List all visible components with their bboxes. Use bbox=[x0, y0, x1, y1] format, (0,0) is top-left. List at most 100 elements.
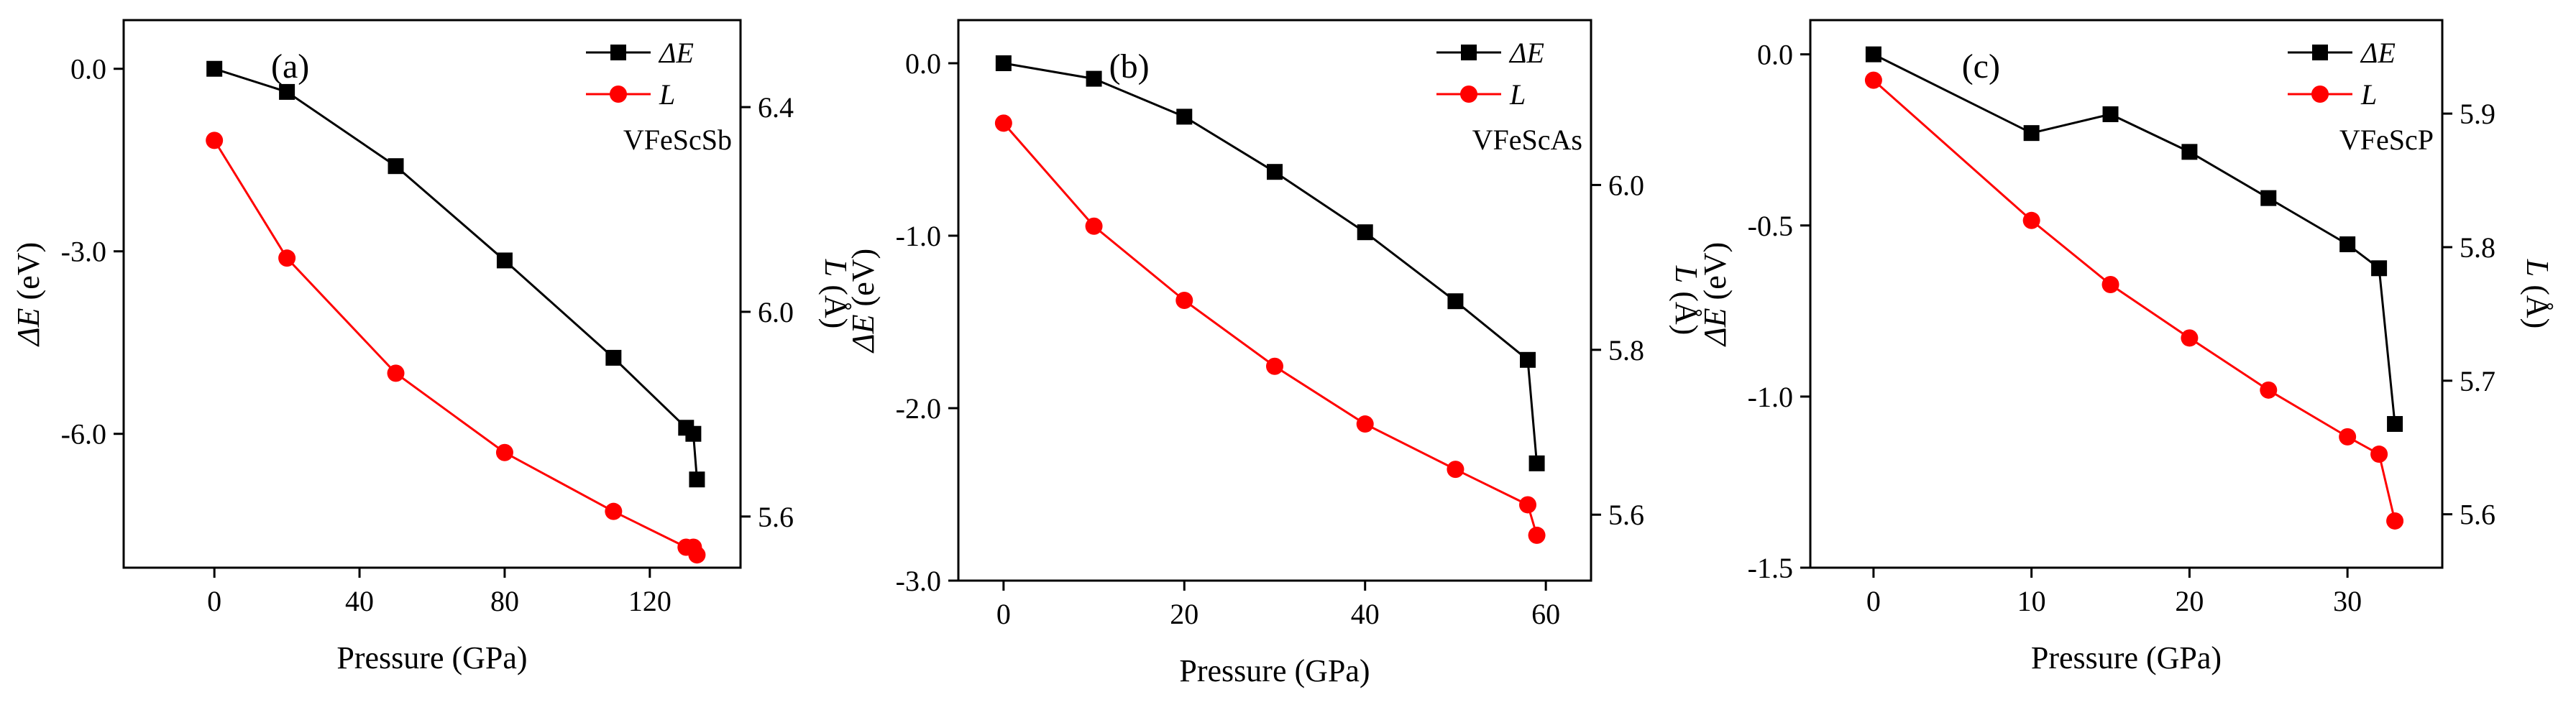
data-point-deltaE bbox=[1267, 164, 1283, 180]
y-left-tick-label: -3.0 bbox=[896, 565, 941, 597]
y-left-axis-title: ΔE (eV) bbox=[11, 242, 46, 347]
y-left-tick-label: -2.0 bbox=[896, 392, 941, 425]
legend-marker-circle bbox=[2311, 86, 2329, 103]
legend-marker-square bbox=[610, 45, 626, 60]
data-point-L bbox=[2022, 211, 2040, 229]
legend-marker-square bbox=[2312, 45, 2328, 60]
y-right-tick-label: 5.9 bbox=[2460, 98, 2495, 130]
legend-marker-circle bbox=[1460, 86, 1477, 103]
data-point-L bbox=[1266, 357, 1283, 375]
x-tick-label: 40 bbox=[345, 585, 374, 617]
legend-label: ΔE bbox=[1508, 37, 1544, 69]
data-point-deltaE bbox=[2023, 125, 2040, 142]
data-point-deltaE bbox=[1447, 293, 1464, 310]
series-line-L bbox=[1872, 79, 2396, 522]
legend-label: L bbox=[659, 78, 675, 111]
data-point-L bbox=[2260, 381, 2278, 399]
y-right-tick-label: 5.6 bbox=[2460, 499, 2495, 531]
y-right-tick-label: 5.6 bbox=[1608, 499, 1644, 531]
data-point-deltaE bbox=[1086, 70, 1102, 87]
sample-label: VFeScP bbox=[2339, 124, 2434, 156]
data-point-deltaE bbox=[279, 83, 295, 100]
series-line-deltaE bbox=[1003, 62, 1539, 463]
x-tick-label: 0 bbox=[996, 598, 1011, 630]
y-right-tick-label: 5.8 bbox=[1608, 334, 1644, 366]
plot-frame bbox=[1809, 19, 2444, 569]
data-point-deltaE bbox=[2260, 190, 2277, 206]
data-point-L bbox=[206, 132, 224, 149]
data-point-L bbox=[1864, 71, 1882, 89]
data-point-L bbox=[1356, 415, 1374, 433]
panel-label: (a) bbox=[271, 47, 309, 86]
x-axis-title: Pressure (GPa) bbox=[2031, 640, 2222, 675]
data-point-L bbox=[2181, 329, 2199, 347]
y-right-tick-label: 5.7 bbox=[2460, 365, 2495, 397]
data-point-L bbox=[605, 502, 623, 520]
data-point-L bbox=[1085, 217, 1103, 235]
x-axis-title: Pressure (GPa) bbox=[336, 640, 527, 675]
panel-3: 0 10 20 30 0.0 -0.5 -1.0 -1.5 5.6 5.7 5.8 5.9 Pressu… bbox=[1697, 19, 2555, 675]
panel-label: (b) bbox=[1109, 47, 1150, 86]
plot-frame bbox=[122, 19, 742, 569]
y-right-tick-label: 5.6 bbox=[758, 501, 794, 533]
panel-2: 0 20 40 60 0.0 -1.0 -2.0 -3.0 5.6 5.8 6.0 Pressure … bbox=[845, 19, 1704, 688]
data-point-L bbox=[1447, 461, 1465, 479]
data-point-L bbox=[1175, 292, 1193, 309]
data-point-deltaE bbox=[1865, 46, 1881, 63]
y-left-axis-title: ΔE (eV) bbox=[845, 249, 881, 354]
x-tick-label: 0 bbox=[1866, 585, 1881, 617]
plot-frame bbox=[957, 19, 1592, 582]
data-point-deltaE bbox=[1520, 351, 1536, 368]
data-point-deltaE bbox=[496, 252, 513, 269]
legend-label: ΔE bbox=[2360, 37, 2396, 69]
data-point-L bbox=[994, 114, 1012, 132]
data-point-L bbox=[2101, 275, 2119, 293]
data-point-L bbox=[2386, 512, 2404, 530]
x-tick-label: 20 bbox=[2175, 585, 2204, 617]
legend-marker-square bbox=[1461, 45, 1477, 60]
x-tick-label: 60 bbox=[1531, 598, 1560, 630]
data-point-deltaE bbox=[995, 55, 1012, 71]
series-line-L bbox=[213, 139, 698, 555]
data-point-L bbox=[1528, 526, 1546, 544]
y-left-tick-label: 0.0 bbox=[70, 53, 106, 86]
data-point-L bbox=[495, 443, 513, 461]
y-left-tick-label: 0.0 bbox=[905, 47, 941, 80]
series-line-L bbox=[1002, 122, 1539, 536]
y-left-tick-label: -1.5 bbox=[1748, 552, 1793, 584]
y-left-tick-label: -3.0 bbox=[61, 236, 106, 268]
data-point-L bbox=[387, 364, 405, 382]
data-point-deltaE bbox=[2102, 106, 2119, 122]
y-left-tick-label: -1.0 bbox=[896, 220, 941, 252]
data-point-deltaE bbox=[2387, 415, 2403, 432]
y-left-tick-label: -6.0 bbox=[61, 418, 106, 451]
y-right-axis-title: L (Å) bbox=[2520, 259, 2555, 329]
x-tick-label: 10 bbox=[2017, 585, 2046, 617]
sample-label: VFeScAs bbox=[1472, 124, 1582, 156]
y-right-tick-label: 5.8 bbox=[2460, 231, 2495, 264]
y-left-axis-title: ΔE (eV) bbox=[1697, 242, 1733, 347]
y-left-tick-label: -1.0 bbox=[1748, 381, 1793, 413]
y-left-tick-label: 0.0 bbox=[1757, 39, 1793, 71]
data-point-deltaE bbox=[1528, 455, 1545, 471]
x-axis-title: Pressure (GPa) bbox=[1179, 653, 1370, 688]
data-point-deltaE bbox=[388, 158, 404, 175]
data-point-deltaE bbox=[2371, 260, 2388, 277]
x-tick-label: 30 bbox=[2333, 585, 2362, 617]
y-left-tick-label: -0.5 bbox=[1748, 210, 1793, 242]
data-point-L bbox=[2370, 446, 2388, 463]
y-right-tick-label: 6.4 bbox=[758, 91, 794, 124]
x-tick-label: 0 bbox=[207, 585, 221, 617]
legend-marker-circle bbox=[610, 86, 627, 103]
data-point-deltaE bbox=[1357, 224, 1373, 241]
data-point-deltaE bbox=[2339, 236, 2356, 252]
data-point-L bbox=[2339, 428, 2357, 446]
x-tick-label: 120 bbox=[628, 585, 671, 617]
series-line-deltaE bbox=[1873, 53, 2396, 425]
x-tick-label: 80 bbox=[490, 585, 519, 617]
panel-label: (c) bbox=[1962, 47, 2000, 86]
data-point-deltaE bbox=[685, 425, 702, 442]
y-right-axis-title: L (Å) bbox=[1669, 265, 1704, 336]
